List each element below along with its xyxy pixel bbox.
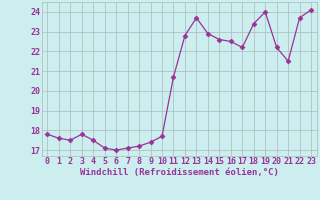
X-axis label: Windchill (Refroidissement éolien,°C): Windchill (Refroidissement éolien,°C) [80, 168, 279, 177]
